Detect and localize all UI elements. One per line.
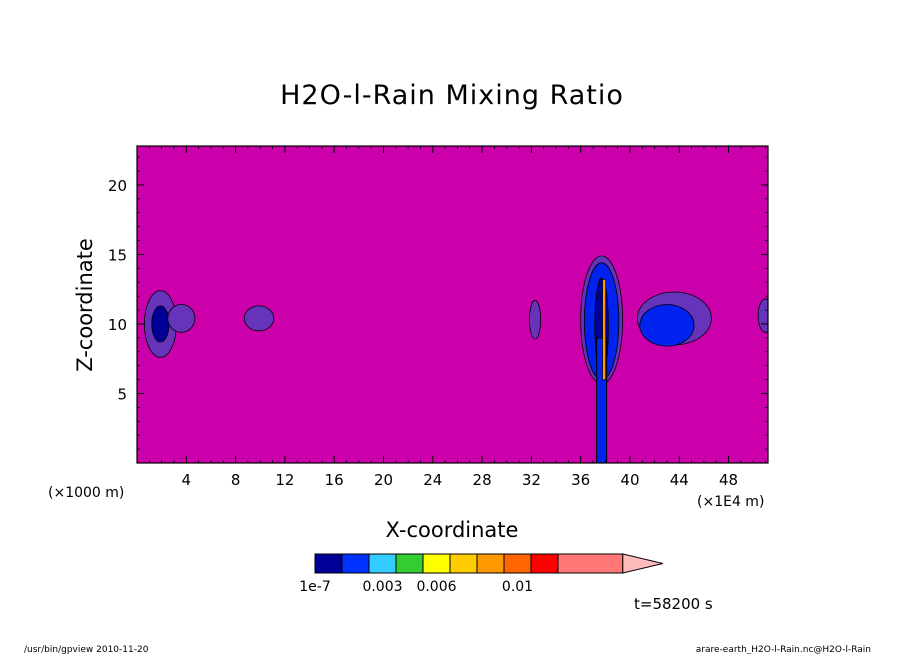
colorbar-label: 1e-7 (299, 579, 330, 595)
contour-blob-10 (757, 298, 768, 333)
contour-blob-9 (639, 304, 695, 347)
y-tick-label: 20 (108, 177, 127, 195)
x-tick-label: 44 (670, 471, 689, 489)
colorbar-extend-arrow (622, 553, 663, 574)
x-tick-label: 28 (473, 471, 492, 489)
x-axis-ticks: 4 8 12 16 20 24 28 32 36 40 44 48 (148, 146, 766, 489)
colorbar-swatch (422, 553, 451, 574)
colorbar-label: 0.006 (416, 579, 456, 595)
colorbar-swatch (503, 553, 532, 574)
x-tick-label: 16 (325, 471, 344, 489)
x-tick-label: 4 (182, 471, 192, 489)
colorbar-label: 0.01 (502, 579, 533, 595)
x-unit-left: (×1000 m) (48, 485, 124, 501)
time-label: t=58200 s (634, 595, 713, 613)
footer-right: arare-earth_H2O-l-Rain.nc@H2O-l-Rain (696, 645, 871, 654)
colorbar: 1e-7 0.003 0.006 0.01 (299, 553, 663, 595)
x-tick-label: 20 (374, 471, 393, 489)
colorbar-swatch (314, 553, 343, 574)
colorbar-swatch (557, 553, 624, 574)
contour-blob-4 (529, 299, 542, 340)
x-tick-label: 24 (423, 471, 442, 489)
x-tick-label: 48 (719, 471, 738, 489)
chart-title: H2O-l-Rain Mixing Ratio (280, 80, 624, 111)
plot-frame (136, 145, 769, 464)
x-tick-label: 36 (571, 471, 590, 489)
x-tick-label: 8 (231, 471, 241, 489)
x-tick-label: 12 (275, 471, 294, 489)
colorbar-swatch (395, 553, 424, 574)
contour-blob-2 (167, 304, 196, 333)
y-tick-label: 5 (117, 385, 127, 403)
colorbar-label: 0.003 (362, 579, 402, 595)
y-axis-label: Z-coordinate (73, 238, 97, 372)
x-axis-label: X-coordinate (386, 518, 519, 542)
contour-features (143, 255, 768, 463)
contour-blob-3 (243, 305, 275, 332)
colorbar-swatch (449, 553, 478, 574)
x-unit-right: (×1E4 m) (697, 494, 764, 510)
rain-core (602, 279, 606, 380)
x-tick-label: 40 (620, 471, 639, 489)
x-tick-label: 32 (522, 471, 541, 489)
footer-left: /usr/bin/gpview 2010-11-20 (24, 645, 149, 654)
colorbar-swatch (368, 553, 397, 574)
y-tick-label: 10 (108, 316, 127, 334)
colorbar-swatch (530, 553, 559, 574)
y-axis-ticks: 5 10 15 20 (108, 156, 768, 450)
contour-blob-1 (151, 305, 170, 343)
colorbar-swatch (341, 553, 370, 574)
y-tick-label: 15 (108, 246, 127, 264)
colorbar-swatch (476, 553, 505, 574)
